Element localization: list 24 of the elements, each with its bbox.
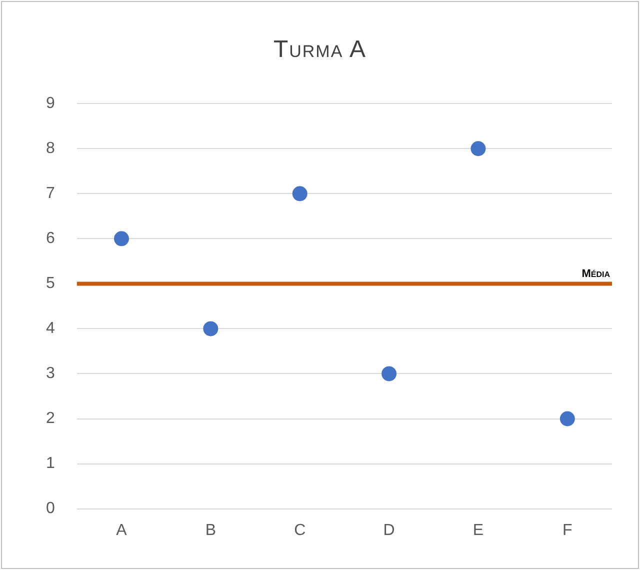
point: [470, 141, 486, 156]
y-tick-label: 9: [46, 95, 55, 112]
x-tick-label: C: [294, 522, 306, 539]
point: [292, 186, 308, 202]
y-tick-label: 2: [46, 410, 55, 428]
point: [114, 231, 129, 246]
x-tick-label: D: [383, 522, 395, 539]
chart-title: Turma A: [272, 36, 368, 64]
x-tick-label: F: [562, 522, 573, 539]
y-tick-label: 6: [46, 230, 55, 248]
y-tick-label: 7: [46, 185, 55, 202]
y-tick-label: 0: [46, 500, 55, 518]
point: [560, 411, 575, 426]
x-tick-label: A: [116, 522, 128, 539]
x-tick-label: B: [205, 522, 216, 539]
y-tick-label: 4: [46, 320, 55, 338]
ref-line-label: Média: [582, 268, 610, 280]
y-tick-label: 1: [46, 455, 55, 472]
y-tick-label: 3: [46, 365, 55, 382]
y-tick-label: 8: [46, 140, 55, 158]
point: [203, 321, 218, 336]
x-tick-label: E: [472, 522, 484, 539]
point: [382, 366, 397, 382]
y-tick-label: 5: [46, 275, 55, 292]
